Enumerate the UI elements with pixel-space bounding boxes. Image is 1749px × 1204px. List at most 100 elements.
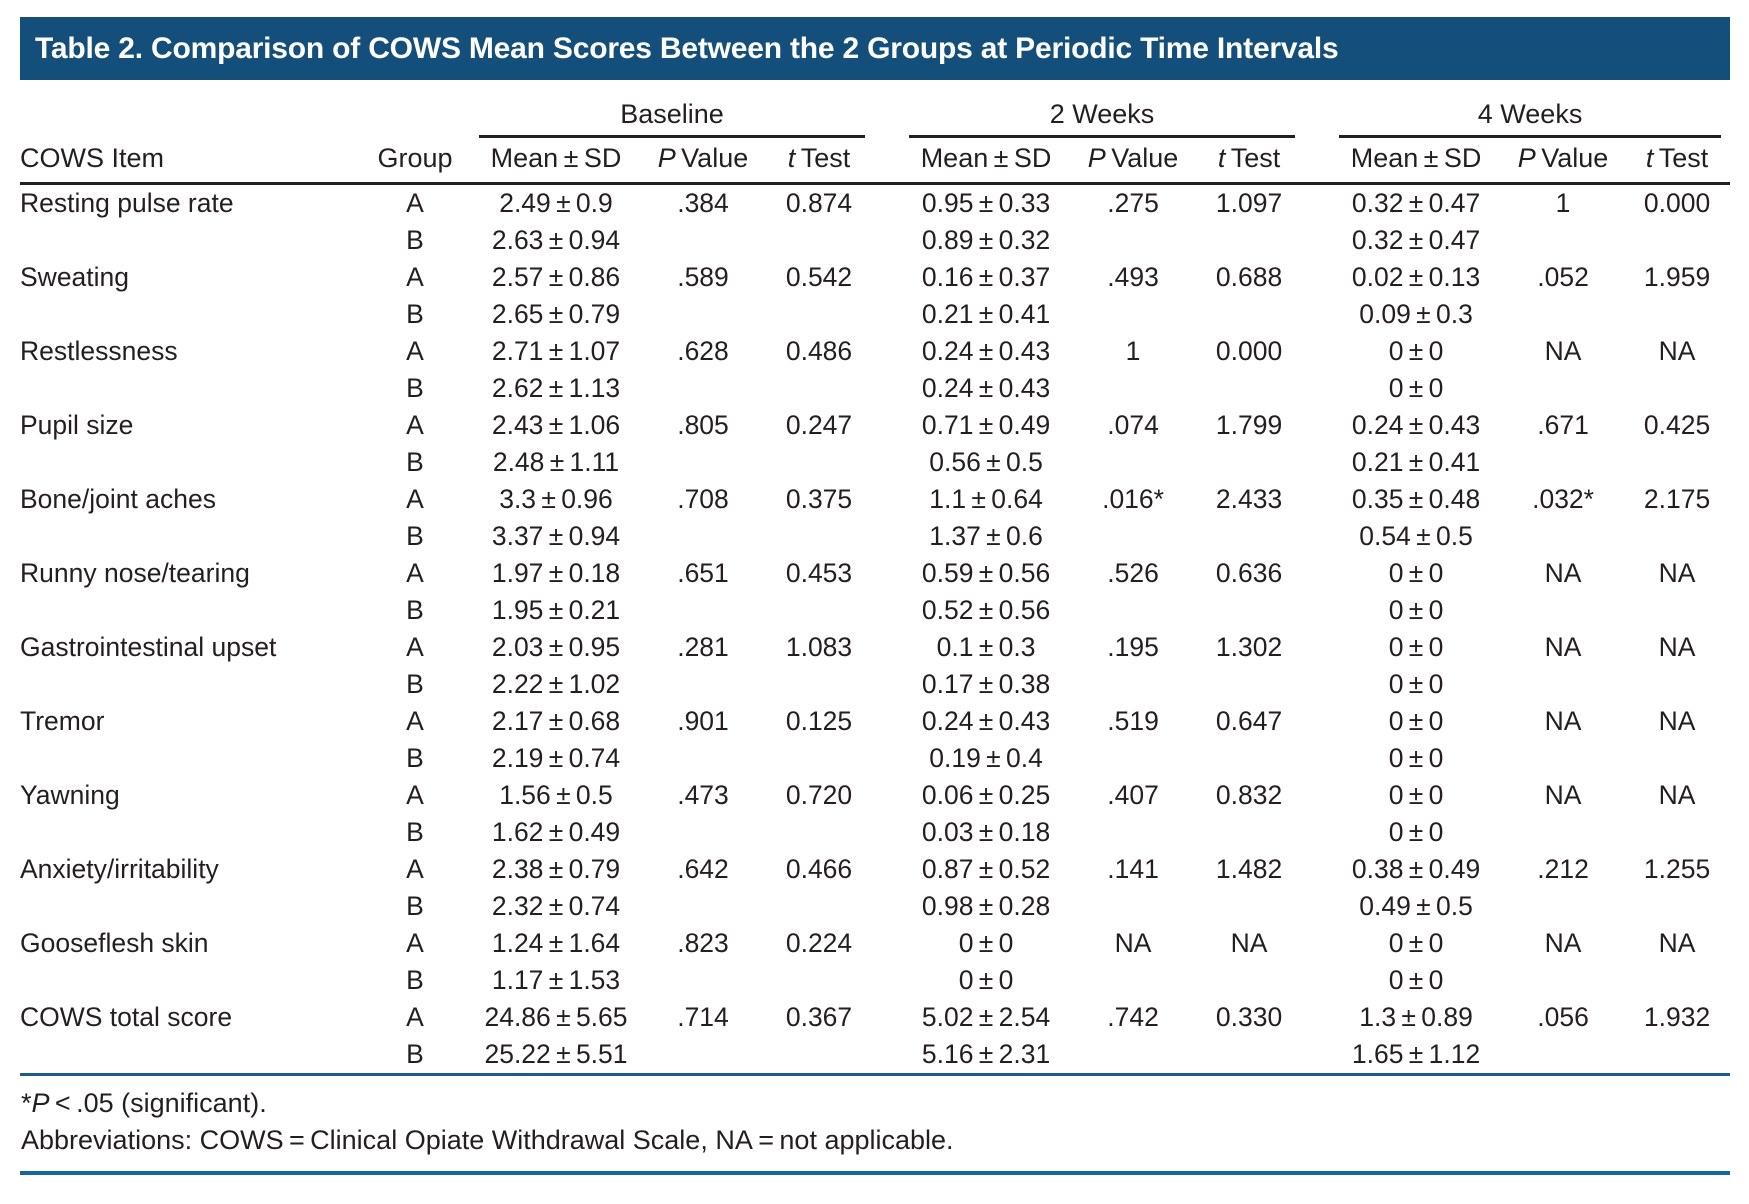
value-cell: 2.433 <box>1215 483 1283 514</box>
gap-cell <box>874 407 900 444</box>
group-cell: A <box>406 705 424 736</box>
value-cell: .074 <box>1107 409 1159 440</box>
value-cell: NA <box>1544 631 1582 662</box>
value-cell <box>1502 370 1624 407</box>
group-cell: B <box>406 520 424 551</box>
group-cell: A <box>406 1001 424 1032</box>
gap-cell <box>1304 814 1330 851</box>
value-cell <box>764 962 874 999</box>
item-cell <box>20 592 360 629</box>
value-cell: 0.38 ± 0.49 <box>1351 853 1481 884</box>
gap-cell <box>1304 592 1330 629</box>
value-cell <box>1624 666 1730 703</box>
value-cell: 1.932 <box>1643 1001 1711 1032</box>
value-cell: .016* <box>1102 483 1164 514</box>
value-cell <box>1502 592 1624 629</box>
value-cell: 2.03 ± 0.95 <box>491 631 621 662</box>
value-cell: 0.000 <box>1215 335 1283 366</box>
table-row: Tremor A 2.17 ± 0.68 .901 0.125 0.24 ± 0.43 .5… <box>20 703 1730 740</box>
group-cell: A <box>406 483 424 514</box>
value-cell: .642 <box>677 853 729 884</box>
value-cell: .212 <box>1537 853 1589 884</box>
value-cell <box>764 666 874 703</box>
group-cell: B <box>406 668 424 699</box>
group-cell: A <box>406 853 424 884</box>
value-cell: 1.3 ± 0.89 <box>1359 1001 1473 1032</box>
value-cell: 2.65 ± 0.79 <box>491 298 621 329</box>
value-cell: 1.799 <box>1215 409 1283 440</box>
value-cell: 0 ± 0 <box>1388 557 1444 588</box>
value-cell: 1.255 <box>1643 853 1711 884</box>
value-cell: 0 ± 0 <box>1388 964 1444 995</box>
item-cell <box>20 296 360 333</box>
item-cell: Sweating <box>20 261 130 292</box>
value-cell <box>642 666 764 703</box>
value-cell: 2.19 ± 0.74 <box>491 742 621 773</box>
value-cell: 2.48 ± 1.11 <box>492 446 620 477</box>
value-cell: .708 <box>677 483 729 514</box>
value-cell <box>1502 1036 1624 1073</box>
gap-cell <box>874 444 900 481</box>
value-cell: .519 <box>1107 705 1159 736</box>
table-row: B 2.48 ± 1.11 0.56 ± 0.5 0.21 ± 0.41 <box>20 444 1730 481</box>
value-cell: .275 <box>1107 187 1159 218</box>
value-cell: 3.37 ± 0.94 <box>491 520 621 551</box>
value-cell <box>1502 666 1624 703</box>
value-cell <box>1624 222 1730 259</box>
column-group-row: Baseline 2 Weeks 4 Weeks <box>20 92 1730 138</box>
value-cell: .195 <box>1107 631 1159 662</box>
value-cell <box>1072 222 1194 259</box>
value-cell: 2.62 ± 1.13 <box>491 372 621 403</box>
value-cell: 0.02 ± 0.13 <box>1351 261 1481 292</box>
value-cell: 0.95 ± 0.33 <box>921 187 1051 218</box>
footnote-abbreviations: Abbreviations: COWS = Clinical Opiate Wi… <box>21 1124 954 1155</box>
value-cell: NA <box>1658 557 1696 588</box>
value-cell: 24.86 ± 5.65 <box>484 1001 628 1032</box>
group-cell: B <box>406 372 424 403</box>
value-cell: 2.175 <box>1643 483 1711 514</box>
value-cell: 0.19 ± 0.4 <box>929 742 1043 773</box>
value-cell <box>1624 444 1730 481</box>
value-cell: 0.24 ± 0.43 <box>921 372 1051 403</box>
table-row: B 2.22 ± 1.02 0.17 ± 0.38 0 ± 0 <box>20 666 1730 703</box>
group-cell: B <box>406 298 424 329</box>
value-cell: 0.24 ± 0.43 <box>921 335 1051 366</box>
value-cell <box>642 518 764 555</box>
value-cell: 0.71 ± 0.49 <box>921 409 1051 440</box>
value-cell: 1.302 <box>1215 631 1283 662</box>
value-cell <box>642 222 764 259</box>
value-cell: 0.21 ± 0.41 <box>921 298 1051 329</box>
value-cell: .056 <box>1537 1001 1589 1032</box>
value-cell: 0.125 <box>785 705 853 736</box>
gap-cell <box>1304 962 1330 999</box>
value-cell <box>1072 666 1194 703</box>
value-cell: 0.425 <box>1643 409 1711 440</box>
table-row: B 2.62 ± 1.13 0.24 ± 0.43 0 ± 0 <box>20 370 1730 407</box>
group-cell: A <box>406 187 424 218</box>
value-cell: 1.62 ± 0.49 <box>491 816 621 847</box>
group-cell: A <box>406 631 424 662</box>
gap-cell <box>874 370 900 407</box>
value-cell: 0 ± 0 <box>1388 631 1444 662</box>
value-cell: 0.32 ± 0.47 <box>1351 187 1481 218</box>
spanner-spacer <box>20 92 470 138</box>
value-cell: NA <box>1544 705 1582 736</box>
gap-cell <box>874 592 900 629</box>
value-cell: 1 <box>1555 187 1571 218</box>
value-cell <box>764 296 874 333</box>
value-cell: .742 <box>1107 1001 1159 1032</box>
value-cell: 0.000 <box>1643 187 1711 218</box>
column-group-baseline-label: Baseline <box>479 99 866 138</box>
item-cell <box>20 1036 360 1073</box>
value-cell: .628 <box>677 335 729 366</box>
value-cell: 0 ± 0 <box>1388 816 1444 847</box>
value-cell <box>642 814 764 851</box>
value-cell <box>764 592 874 629</box>
gap-cell <box>1304 370 1330 407</box>
value-cell <box>1072 1036 1194 1073</box>
value-cell: .526 <box>1107 557 1159 588</box>
value-cell <box>1072 888 1194 925</box>
table-title: Table 2. Comparison of COWS Mean Scores … <box>35 32 1339 65</box>
gap-cell <box>874 518 900 555</box>
